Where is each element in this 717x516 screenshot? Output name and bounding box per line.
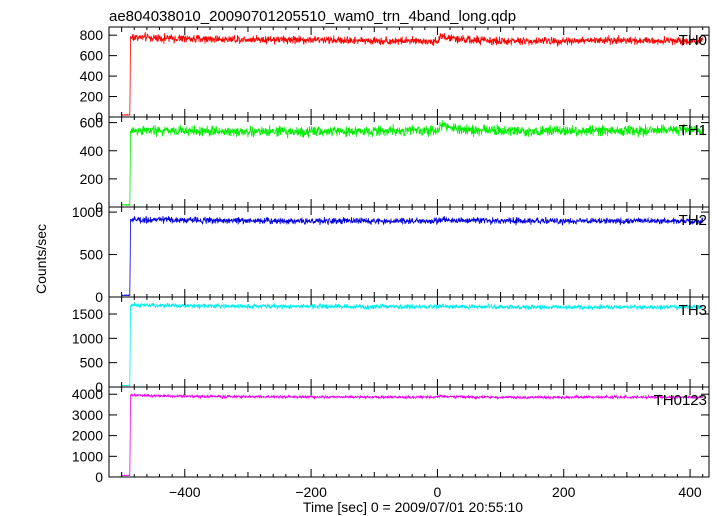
y-tick-label: 0 — [95, 469, 103, 485]
series-line-th0 — [121, 31, 704, 117]
panel-th1: 0 200 400 600 TH1 — [80, 115, 710, 215]
panel-label: TH0 — [679, 32, 707, 49]
panel-th2: 0 500 1000 TH2 — [72, 204, 710, 305]
x-tick-label: −400 — [169, 484, 201, 500]
chart-title: ae804038010_20090701205510_wam0_trn_4ban… — [109, 8, 516, 25]
y-axis-label: Counts/sec — [33, 224, 49, 294]
y-tick-label: 600 — [80, 48, 104, 64]
panel-frame — [108, 386, 710, 478]
series-line-th0123 — [121, 393, 704, 477]
x-tick-label: 0 — [434, 484, 442, 500]
y-tick-label: 1500 — [72, 306, 103, 322]
y-tick-label: 0 — [95, 199, 103, 215]
panel-th0123: 0 1000 2000 3000 4000 TH0123 — [72, 386, 710, 485]
panel-label: TH1 — [679, 122, 707, 139]
panel-th0: 0 200 400 600 800 TH0 — [80, 26, 710, 125]
y-tick-label: 4000 — [72, 386, 103, 402]
y-tick-label: 400 — [80, 143, 104, 159]
y-tick-label: 0 — [95, 109, 103, 125]
y-tick-label: 500 — [80, 355, 104, 371]
x-tick-label: 400 — [678, 484, 702, 500]
panel-th3: 0 500 1000 1500 TH3 — [72, 296, 710, 395]
y-tick-label: 0 — [95, 289, 103, 305]
y-tick-label: 1000 — [72, 204, 103, 220]
y-tick-label: 600 — [80, 115, 104, 131]
series-line-th1 — [121, 119, 704, 207]
panel-label: TH0123 — [654, 392, 707, 409]
x-axis-label: Time [sec] 0 = 2009/07/01 20:55:10 — [303, 499, 523, 515]
y-tick-label: 2000 — [72, 428, 103, 444]
panel-label: TH3 — [679, 302, 707, 319]
y-tick-label: 800 — [80, 27, 104, 43]
panels: 0 200 400 600 800 TH0 0 200 400 600 TH1 0 500 1000 TH2… — [72, 26, 710, 500]
y-tick-label: 0 — [95, 379, 103, 395]
y-tick-label: 200 — [80, 171, 104, 187]
x-tick-label: 200 — [552, 484, 576, 500]
series-line-th3 — [121, 302, 704, 387]
y-tick-label: 1000 — [72, 448, 103, 464]
y-tick-label: 3000 — [72, 407, 103, 423]
series-line-th2 — [121, 215, 704, 297]
y-tick-label: 500 — [80, 247, 104, 263]
y-tick-label: 400 — [80, 68, 104, 84]
panel-label: TH2 — [679, 212, 707, 229]
y-tick-label: 200 — [80, 89, 104, 105]
panel-frame — [108, 296, 710, 388]
x-tick-label: −200 — [295, 484, 327, 500]
y-tick-label: 1000 — [72, 330, 103, 346]
